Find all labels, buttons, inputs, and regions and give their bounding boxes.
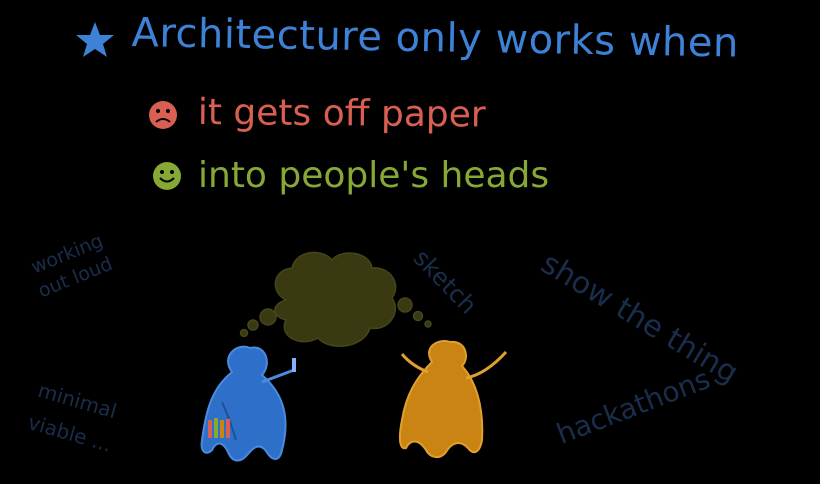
sad-face-icon — [149, 101, 177, 129]
thought-cloud — [239, 251, 432, 347]
happy-face-icon — [153, 162, 181, 190]
star-icon — [76, 22, 114, 57]
point-into-heads: into people's heads — [198, 155, 550, 196]
orange-person — [398, 340, 508, 458]
point-off-paper: it gets off paper — [197, 92, 486, 136]
blue-person — [200, 345, 296, 462]
